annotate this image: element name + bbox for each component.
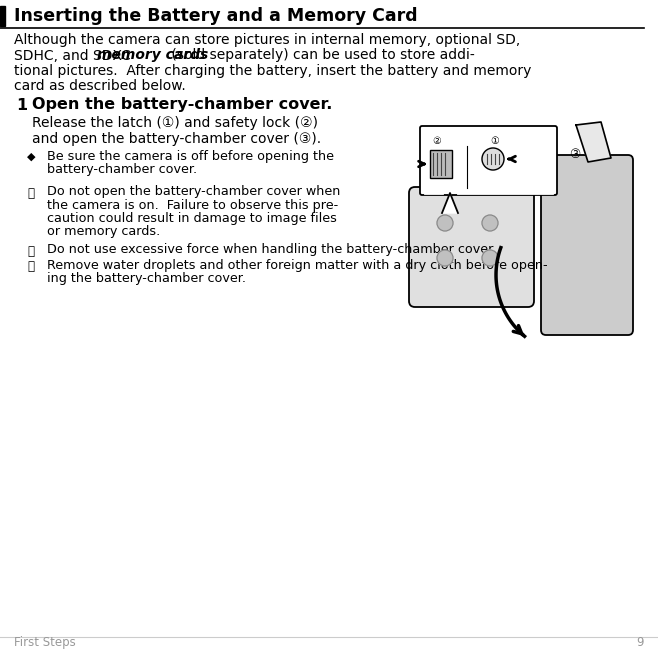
FancyBboxPatch shape xyxy=(409,187,534,307)
Text: ⓘ: ⓘ xyxy=(27,187,34,200)
Bar xyxy=(430,150,452,178)
Text: ing the battery-chamber cover.: ing the battery-chamber cover. xyxy=(47,272,246,285)
Circle shape xyxy=(482,250,498,266)
Text: SDHC, and SDXC: SDHC, and SDXC xyxy=(14,48,135,63)
Circle shape xyxy=(482,148,504,170)
Polygon shape xyxy=(442,193,458,213)
Text: battery-chamber cover.: battery-chamber cover. xyxy=(47,164,197,176)
Text: Release the latch (①) and safety lock (②): Release the latch (①) and safety lock (②… xyxy=(32,117,318,131)
Text: card as described below.: card as described below. xyxy=(14,79,186,94)
Text: and open the battery-chamber cover (③).: and open the battery-chamber cover (③). xyxy=(32,132,321,146)
Text: Open the battery-chamber cover.: Open the battery-chamber cover. xyxy=(32,98,332,112)
Text: Do not use excessive force when handling the battery-chamber cover.: Do not use excessive force when handling… xyxy=(47,243,496,256)
FancyBboxPatch shape xyxy=(541,155,633,335)
Text: caution could result in damage to image files: caution could result in damage to image … xyxy=(47,212,337,225)
Text: 9: 9 xyxy=(636,636,644,649)
Text: First Steps: First Steps xyxy=(14,636,76,649)
Text: ②: ② xyxy=(432,136,442,146)
Text: or memory cards.: or memory cards. xyxy=(47,226,161,238)
Polygon shape xyxy=(576,122,611,162)
Bar xyxy=(0,6,5,26)
Circle shape xyxy=(437,250,453,266)
Text: ⓘ: ⓘ xyxy=(27,261,34,273)
Text: the camera is on.  Failure to observe this pre-: the camera is on. Failure to observe thi… xyxy=(47,199,338,211)
Text: memory cards: memory cards xyxy=(97,48,208,63)
Text: ⓘ: ⓘ xyxy=(27,245,34,258)
Text: Remove water droplets and other foreign matter with a dry cloth before open-: Remove water droplets and other foreign … xyxy=(47,259,547,271)
Circle shape xyxy=(482,215,498,231)
Text: ①: ① xyxy=(491,136,499,146)
Text: tional pictures.  After charging the battery, insert the battery and memory: tional pictures. After charging the batt… xyxy=(14,64,532,78)
Text: Be sure the camera is off before opening the: Be sure the camera is off before opening… xyxy=(47,150,334,163)
Circle shape xyxy=(437,215,453,231)
Text: (sold separately) can be used to store addi-: (sold separately) can be used to store a… xyxy=(167,48,475,63)
Text: 1: 1 xyxy=(16,98,27,112)
Text: ◆: ◆ xyxy=(27,152,36,162)
Text: Do not open the battery-chamber cover when: Do not open the battery-chamber cover wh… xyxy=(47,185,340,198)
Text: Although the camera can store pictures in internal memory, optional SD,: Although the camera can store pictures i… xyxy=(14,33,520,47)
Text: Inserting the Battery and a Memory Card: Inserting the Battery and a Memory Card xyxy=(14,7,418,25)
Text: ③: ③ xyxy=(569,148,580,161)
FancyBboxPatch shape xyxy=(420,126,557,195)
